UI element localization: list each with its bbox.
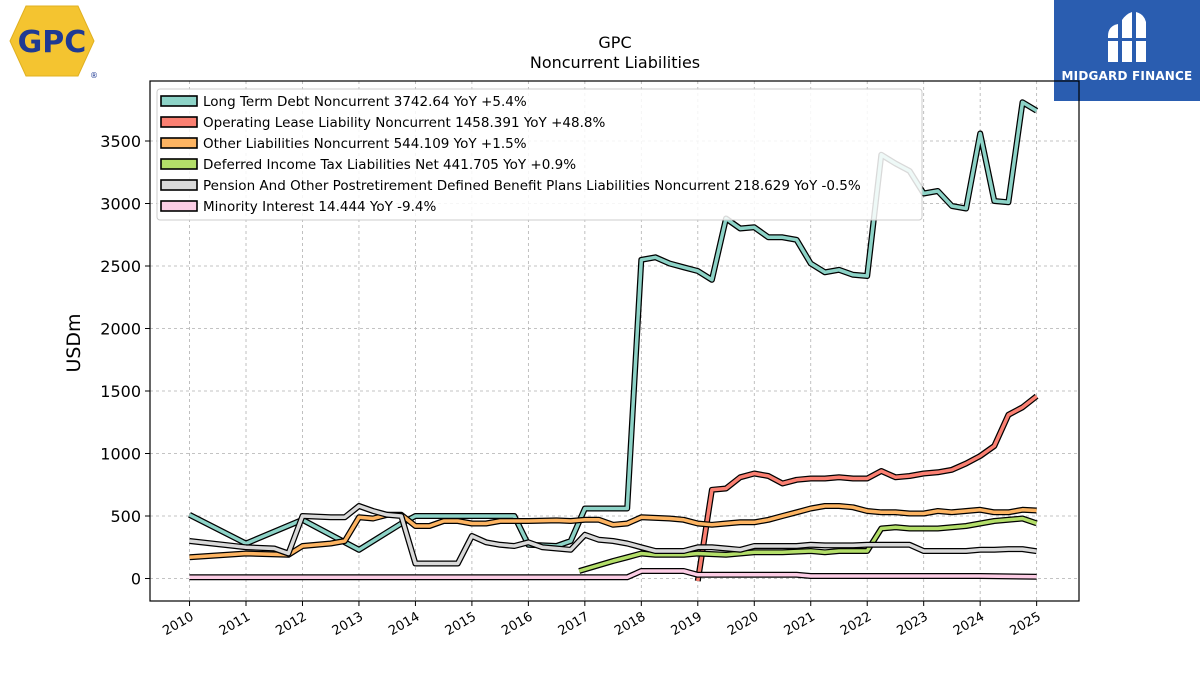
legend-swatch	[160, 200, 198, 212]
legend-label: Deferred Income Tax Liabilities Net 441.…	[203, 157, 576, 173]
gpc-logo-registered: ®	[90, 71, 98, 80]
plot-frame	[149, 80, 1080, 602]
y-tick-label: 2000	[100, 320, 141, 339]
x-tick-label: 2015	[443, 609, 479, 639]
series-line	[578, 516, 1038, 573]
legend: Long Term Debt Noncurrent 3742.64 YoY +5…	[156, 88, 923, 221]
chart-subtitle: Noncurrent Liabilities	[530, 53, 700, 72]
legend-label: Operating Lease Liability Noncurrent 145…	[203, 115, 605, 131]
series-line	[189, 569, 1037, 580]
legend-swatch	[160, 158, 198, 170]
x-tick-label: 2012	[273, 609, 309, 639]
series-line	[189, 504, 1037, 566]
legend-swatch	[160, 179, 198, 191]
legend-swatch	[160, 116, 198, 128]
gpc-logo-text: GPC	[18, 25, 87, 60]
y-tick-label: 1500	[100, 382, 141, 401]
y-tick-label: 2500	[100, 257, 141, 276]
x-tick-label: 2024	[951, 609, 987, 639]
x-tick-label: 2021	[782, 609, 818, 639]
legend-box	[156, 88, 923, 221]
gpc-logo-badge	[9, 5, 95, 77]
y-tick-label: 500	[110, 507, 141, 526]
legend-swatch	[160, 137, 198, 149]
y-axis-label: USDm	[63, 313, 85, 372]
legend-label: Other Liabilities Noncurrent 544.109 YoY…	[203, 136, 527, 152]
x-tick-label: 2019	[669, 609, 705, 639]
midgard-logo-text: MIDGARD FINANCE	[1061, 69, 1193, 83]
x-tick-label: 2014	[386, 609, 422, 639]
legend-label: Long Term Debt Noncurrent 3742.64 YoY +5…	[203, 94, 527, 110]
x-tick-label: 2011	[217, 609, 253, 639]
y-tick-label: 3000	[100, 195, 141, 214]
x-tick-label: 2017	[556, 609, 592, 639]
midgard-mark-icon	[1106, 12, 1148, 62]
x-tick-label: 2016	[499, 609, 535, 639]
series-line	[696, 394, 1038, 582]
series-lines	[188, 99, 1039, 582]
x-tick-label: 2018	[612, 609, 648, 639]
midgard-finance-logo: MIDGARD FINANCE	[1054, 0, 1200, 101]
series-line	[188, 100, 1038, 552]
legend-label: Minority Interest 14.444 YoY -9.4%	[203, 199, 437, 215]
gpc-logo: GPC ®	[9, 5, 98, 80]
x-tick-label: 2020	[725, 609, 761, 639]
x-tick-label: 2010	[160, 609, 196, 639]
y-tick-label: 3500	[100, 132, 141, 151]
x-tick-label: 2022	[838, 609, 874, 639]
x-tick-label: 2013	[330, 609, 366, 639]
x-tick-label: 2023	[895, 609, 931, 639]
legend-swatch	[160, 95, 198, 107]
legend-label: Pension And Other Postretirement Defined…	[203, 178, 861, 194]
x-tick-label: 2025	[1007, 609, 1043, 639]
y-tick-label: 0	[131, 570, 141, 589]
chart-title: GPC	[598, 33, 631, 52]
y-tick-label: 1000	[100, 445, 141, 464]
